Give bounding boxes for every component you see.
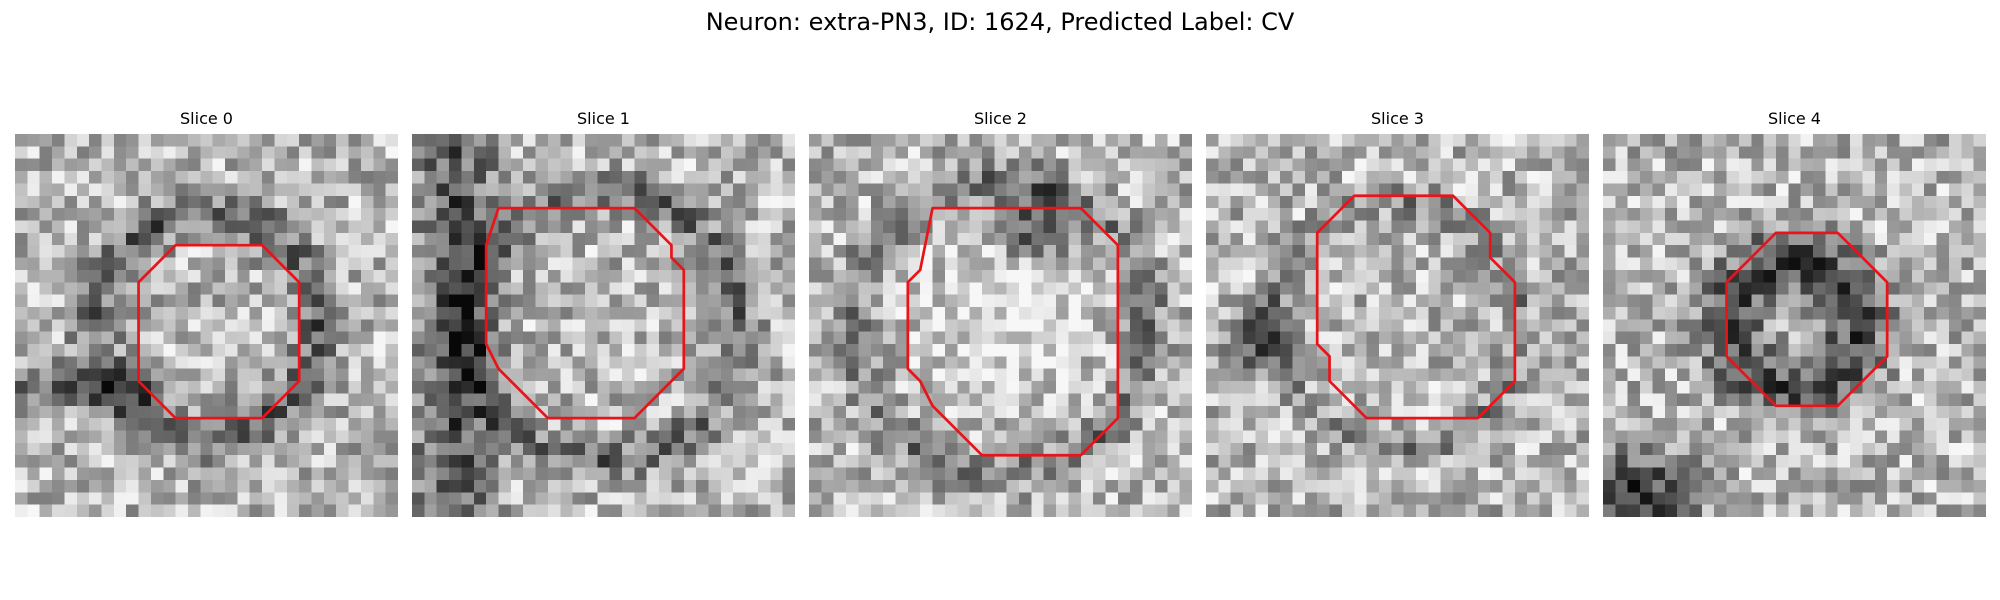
slice-1-title: Slice 1: [577, 109, 630, 128]
slice-3-image: [1206, 134, 1589, 517]
slice-4-image: [1603, 134, 1986, 517]
slice-1-contour: [484, 206, 686, 420]
slice-0-title: Slice 0: [180, 109, 233, 128]
slice-3-contour: [1315, 194, 1517, 420]
slice-2-image: [809, 134, 1192, 517]
slice-2-title: Slice 2: [974, 109, 1027, 128]
slice-4-title: Slice 4: [1768, 109, 1821, 128]
slice-0-image: [15, 134, 398, 517]
slice-4-contour: [1725, 231, 1889, 408]
slice-3-title: Slice 3: [1371, 109, 1424, 128]
slice-1-image: [412, 134, 795, 517]
slice-2-contour: [906, 206, 1120, 457]
figure-title: Neuron: extra-PN3, ID: 1624, Predicted L…: [705, 8, 1295, 36]
slice-0-contour: [137, 243, 301, 420]
